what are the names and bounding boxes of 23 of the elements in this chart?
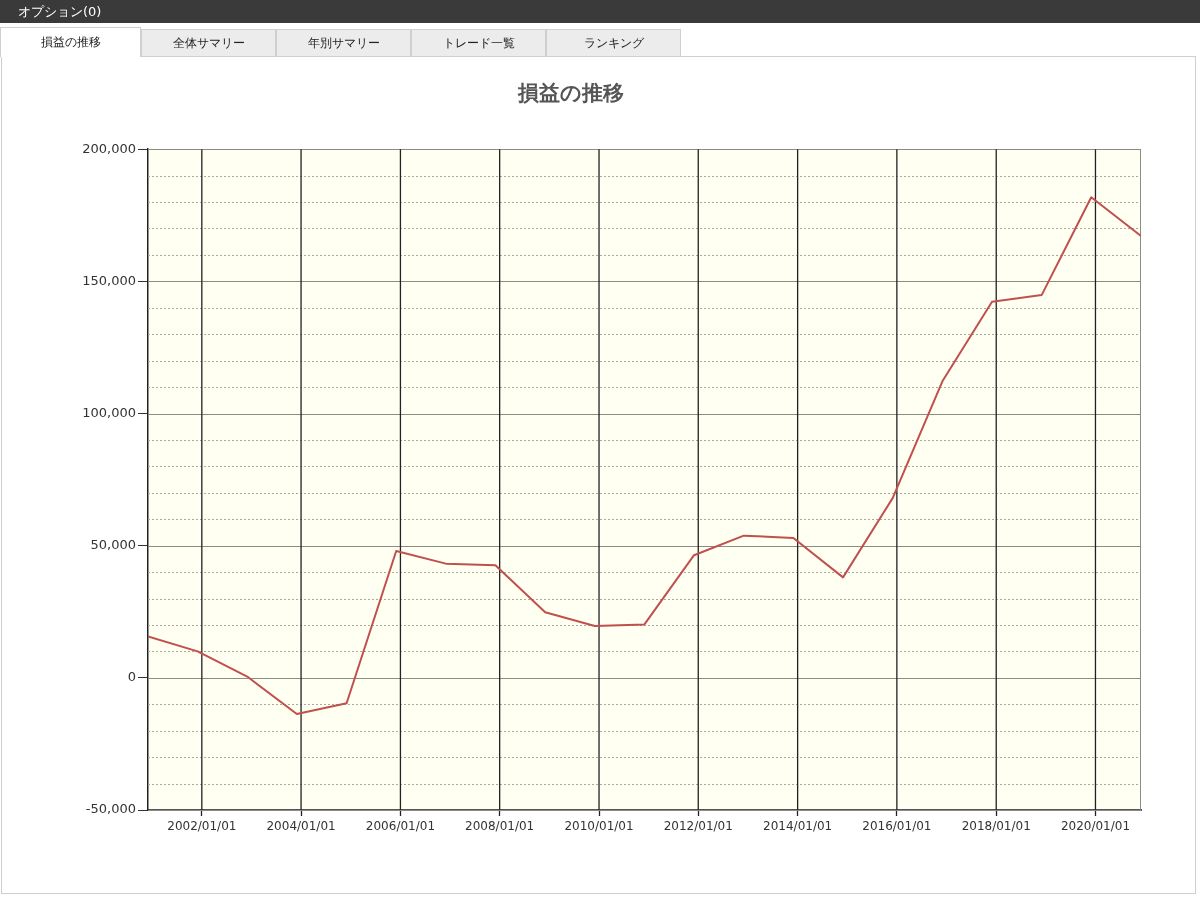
x-tick-label: 2006/01/01 bbox=[365, 819, 436, 834]
x-tick-label: 2008/01/01 bbox=[465, 819, 535, 834]
tab[interactable]: トレード一覧 bbox=[411, 29, 546, 56]
chart-title: 損益の推移 bbox=[516, 81, 624, 106]
y-tick-label: 0 bbox=[127, 669, 136, 685]
y-tick-label: 100,000 bbox=[82, 404, 136, 420]
x-tick-label: 2018/01/01 bbox=[961, 819, 1031, 834]
x-tick-label: 2020/01/01 bbox=[1060, 819, 1131, 834]
y-tick-label: -50,000 bbox=[85, 801, 136, 817]
x-tick-label: 2004/01/01 bbox=[266, 819, 336, 834]
x-tick-label: 2014/01/01 bbox=[763, 819, 833, 834]
x-tick-label: 2016/01/01 bbox=[862, 819, 932, 834]
x-tick-label: 2012/01/01 bbox=[663, 819, 733, 834]
tab[interactable]: ランキング bbox=[546, 29, 681, 56]
tab[interactable]: 年別サマリー bbox=[276, 29, 411, 56]
window-title-bar: オプション(0) bbox=[0, 0, 1200, 23]
x-tick-label: 2002/01/01 bbox=[167, 819, 237, 834]
y-tick-label: 200,000 bbox=[82, 140, 136, 156]
tab[interactable]: 損益の推移 bbox=[0, 27, 141, 57]
y-tick-label: 50,000 bbox=[90, 537, 136, 553]
x-tick-label: 2010/01/01 bbox=[564, 819, 634, 834]
tab[interactable]: 全体サマリー bbox=[141, 29, 276, 56]
y-tick-label: 150,000 bbox=[82, 272, 136, 288]
